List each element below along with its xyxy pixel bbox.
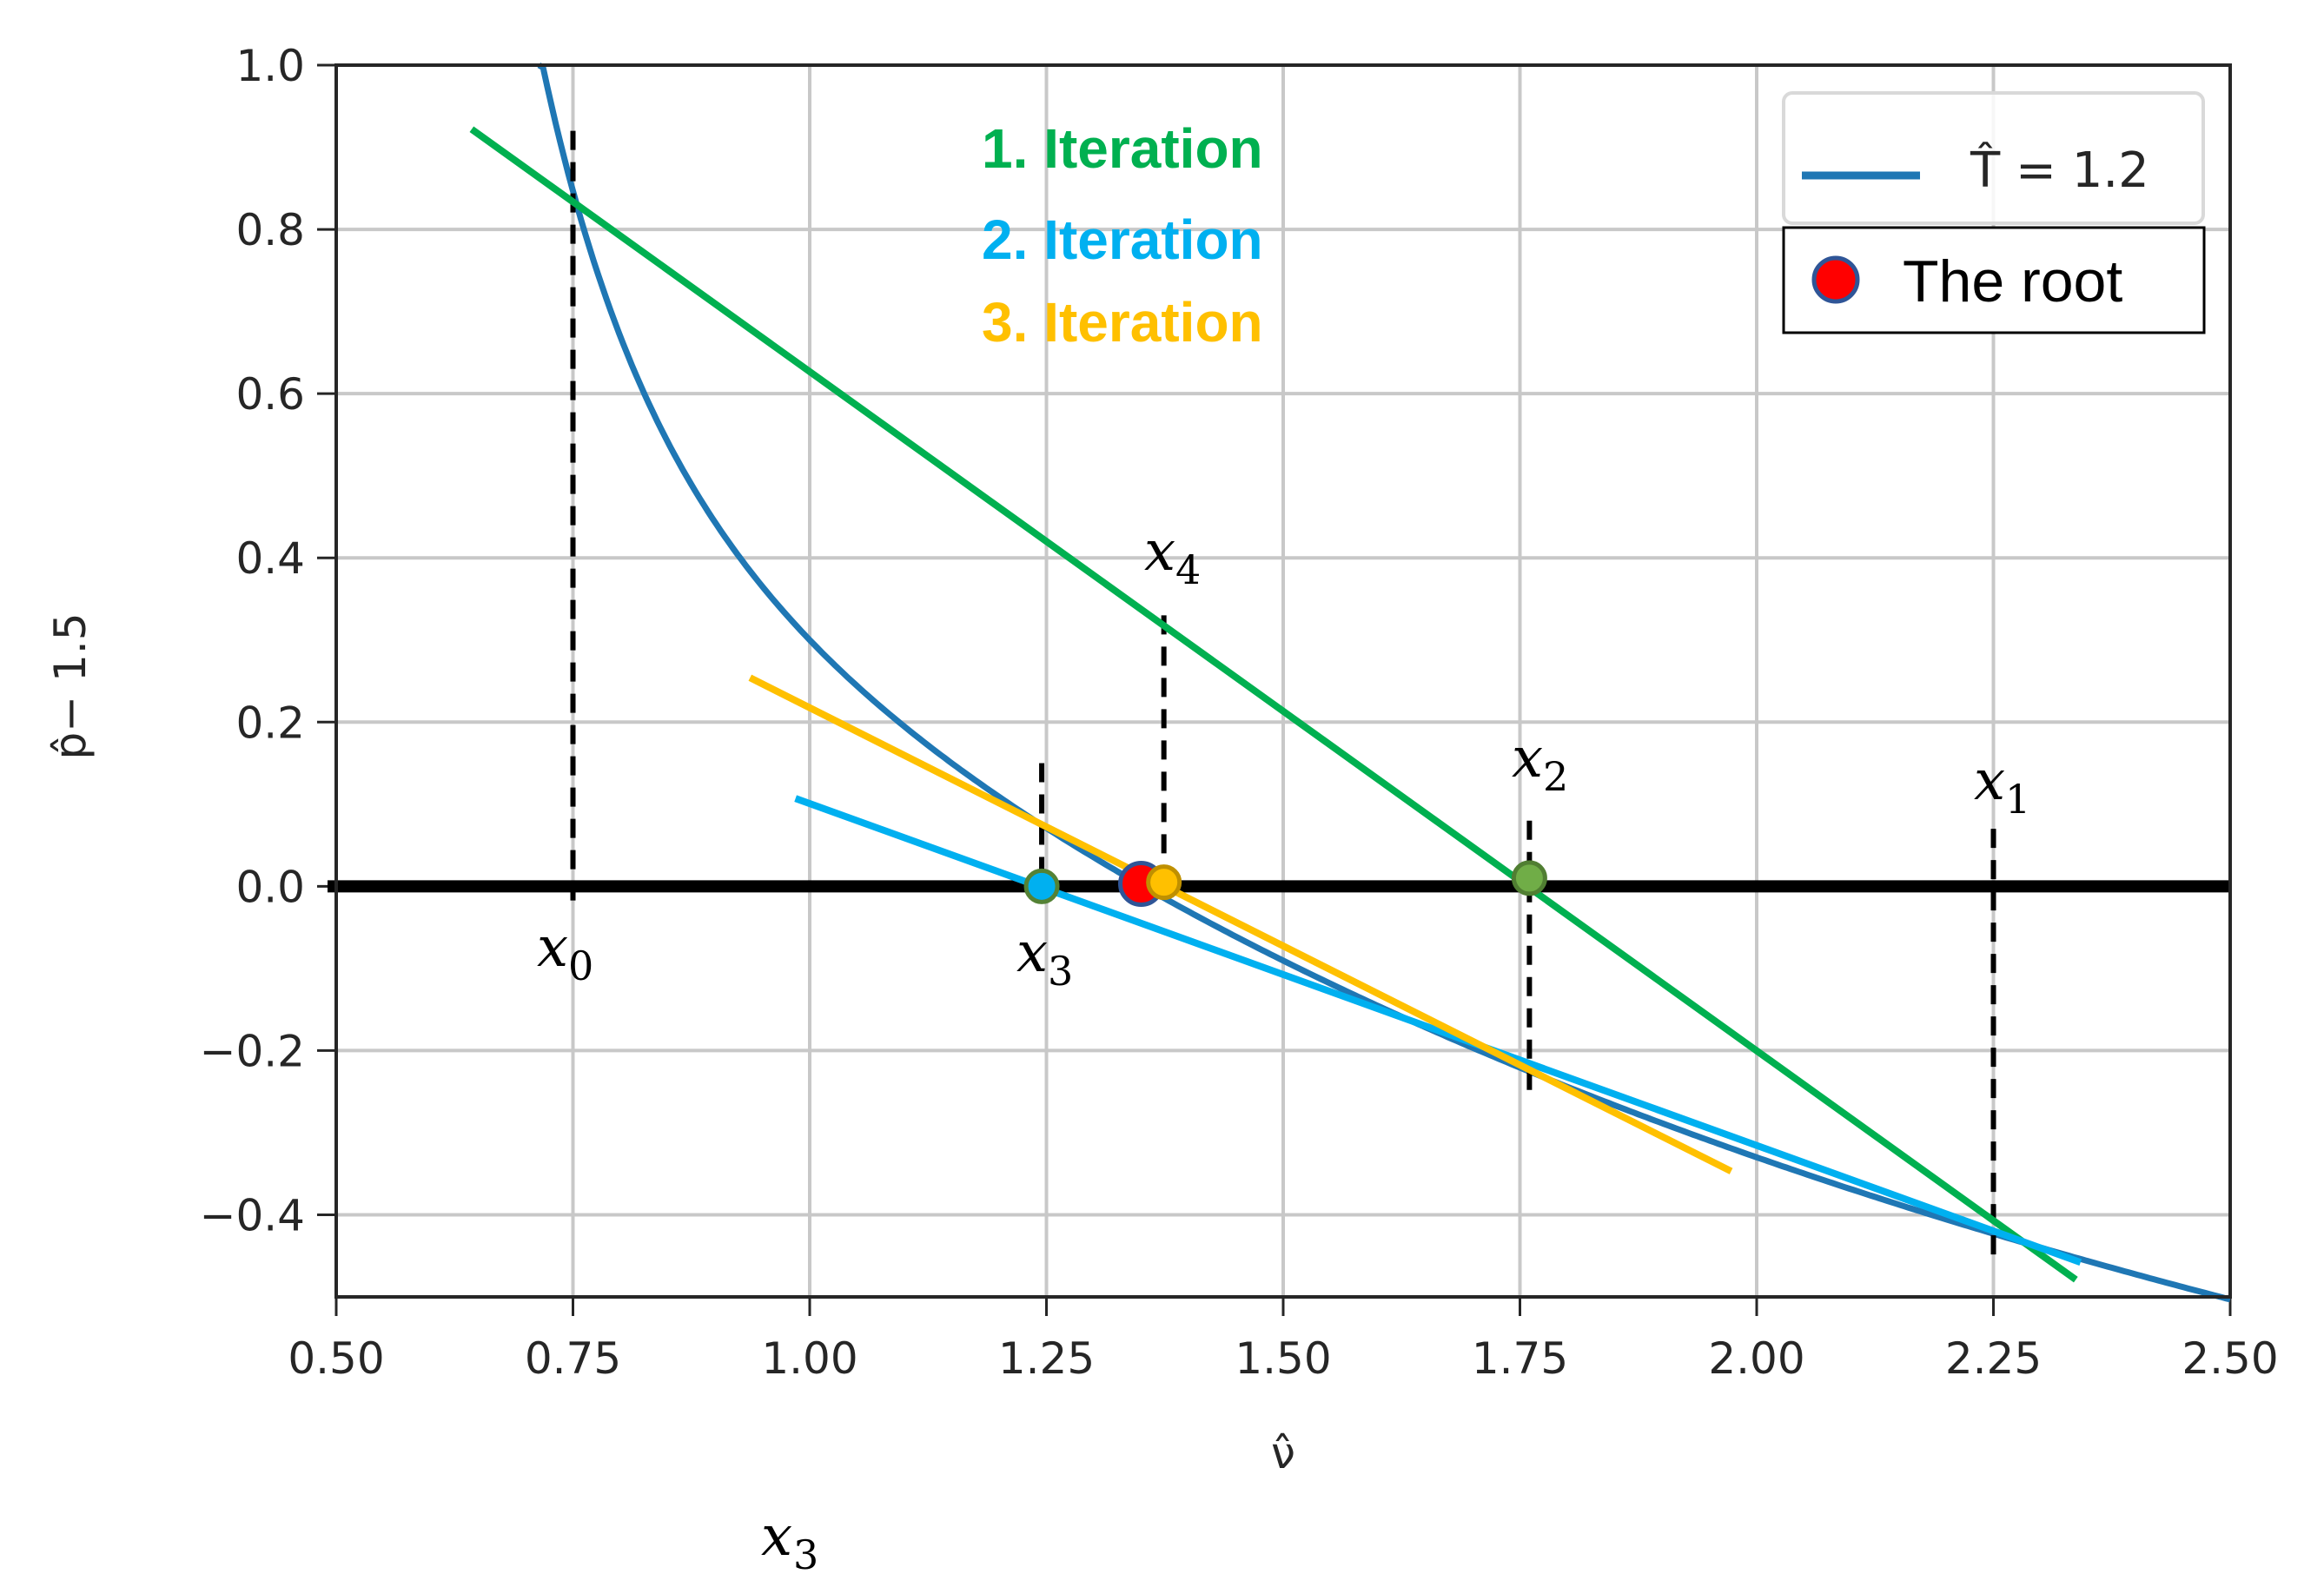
legend-curve: T̂ = 1.2: [1782, 91, 2205, 225]
x-axis-label: ν̂: [1271, 1428, 1295, 1478]
iterate-x1-label: x: [1974, 749, 2005, 813]
iterate-labels: x 0x 1x 2x 3x 4: [537, 519, 2030, 995]
iterate-x4-subscript: 4: [1175, 546, 1201, 593]
secant-line-iteration-1: [469, 126, 2078, 1283]
x-tick-label: 2.25: [1945, 1333, 2042, 1384]
y-tick-label: 0.4: [235, 533, 305, 584]
x-tick-label: 0.75: [525, 1333, 621, 1384]
iterate-x3-label: x: [1016, 921, 1048, 985]
x-tick-label: 1.25: [998, 1333, 1095, 1384]
x-tick-label: 2.50: [2182, 1333, 2278, 1384]
y-tick-label: 0.8: [235, 205, 305, 255]
y-tick-label: −0.2: [200, 1026, 305, 1076]
y-tick-label: 0.0: [235, 862, 305, 912]
extra-label-subscript: 3: [793, 1531, 818, 1574]
secant-lines: [469, 126, 2082, 1283]
iteration-1-label: 1. Iteration: [982, 117, 1263, 180]
iterate-x0-label: x: [537, 916, 568, 980]
x4-point-marker: [1146, 864, 1182, 901]
root-legend-label: The root: [1903, 248, 2122, 314]
y-axis-ticks: 1.0 0.8 0.6 0.4 0.2 0.0 −0.2 −0.4: [200, 41, 336, 1240]
x-tick-label: 0.50: [288, 1333, 384, 1384]
y-tick-label: 1.0: [235, 41, 305, 91]
iterate-x2-label: x: [1512, 726, 1543, 790]
legend-box: [1782, 91, 2205, 225]
x-tick-label: 1.50: [1235, 1333, 1331, 1384]
root-legend-marker-icon: [1811, 255, 1860, 304]
iteration-3-label: 3. Iteration: [982, 291, 1263, 354]
y-tick-label: −0.4: [200, 1190, 305, 1240]
legend-curve-label: T̂ = 1.2: [1970, 142, 2149, 199]
secant-line-iteration-2: [794, 795, 2082, 1266]
iteration-labels: 1. Iteration 2. Iteration 3. Iteration: [982, 117, 1263, 354]
legend-root: The root: [1782, 226, 2206, 334]
x2-point-marker: [1511, 860, 1547, 896]
secant-line-iteration-3: [748, 674, 1733, 1174]
x-axis-ticks: 0.50 0.75 1.00 1.25 1.50 1.75 2.00 2.25 2.50: [288, 1297, 2279, 1384]
y-tick-label: 0.2: [235, 698, 305, 748]
y-tick-label: 0.6: [235, 369, 305, 420]
y-axis-label: p̂− 1.5: [45, 612, 96, 759]
x-tick-label: 2.00: [1708, 1333, 1804, 1384]
iterate-markers: [1023, 860, 1547, 907]
extra-label-base: x: [761, 1505, 792, 1569]
x-tick-label: 1.75: [1472, 1333, 1568, 1384]
iterate-x1-subscript: 1: [2005, 776, 2030, 823]
iterate-x2-subscript: 2: [1543, 753, 1568, 800]
x-tick-label: 1.00: [761, 1333, 857, 1384]
iteration-2-label: 2. Iteration: [982, 208, 1263, 271]
iterate-x4-label: x: [1144, 519, 1175, 584]
axes-frame: [334, 63, 2232, 1299]
x3-point-marker: [1023, 868, 1060, 904]
iterate-x3-subscript: 3: [1048, 948, 1073, 995]
extra-x3-label: x 3: [761, 1505, 818, 1574]
iterate-x0-subscript: 0: [568, 942, 593, 989]
